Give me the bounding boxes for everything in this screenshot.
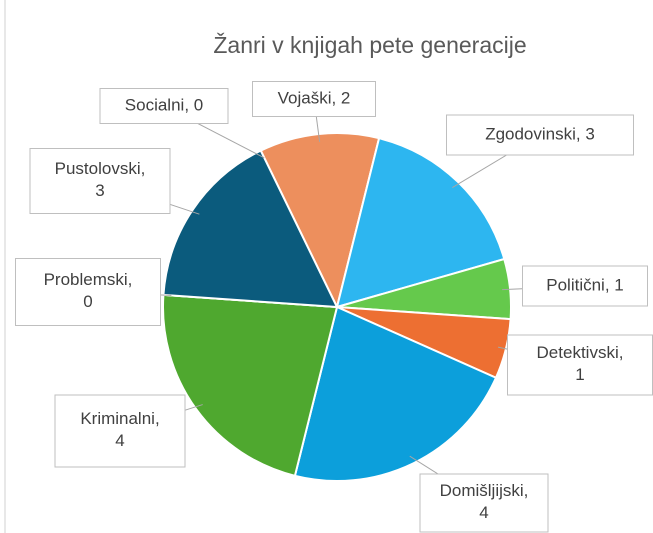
label-box — [54, 394, 186, 468]
label-box — [252, 81, 376, 117]
chart-title: Žanri v knjigah pete generacije — [213, 32, 526, 58]
label-box — [522, 265, 648, 307]
pie-slice — [162, 293, 339, 478]
label-line: Pustolovski, — [55, 159, 146, 178]
pie-slice — [293, 305, 498, 482]
data-label: Politični, 1 — [546, 275, 623, 294]
data-label: Socialni, 0 — [125, 95, 203, 114]
label-box — [419, 473, 549, 533]
data-label: Zgodovinski, 3 — [485, 124, 595, 143]
data-label: Pustolovski, 3 — [55, 159, 146, 200]
label-line: Kriminalni, — [80, 409, 159, 428]
data-label: Kriminalni, 4 — [80, 409, 159, 450]
data-label: Problemski, 0 — [44, 270, 133, 311]
label-box — [446, 114, 634, 156]
pie-slice — [162, 149, 339, 309]
label-line: Problemski, — [44, 270, 133, 289]
label-line: 4 — [115, 431, 124, 450]
label-box — [29, 148, 171, 214]
label-box — [99, 88, 229, 124]
data-label: Detektivski, 1 — [537, 343, 624, 384]
label-line: 0 — [83, 292, 92, 311]
pie-slice — [335, 136, 506, 309]
label-line: 3 — [95, 181, 104, 200]
label-box — [507, 334, 653, 396]
data-label: Vojaški, 2 — [278, 88, 351, 107]
label-line: Detektivski, — [537, 343, 624, 362]
label-line: 4 — [479, 503, 488, 522]
data-label: Domišljijski, 4 — [440, 481, 529, 522]
label-line: Domišljijski, — [440, 481, 529, 500]
label-line: 1 — [575, 365, 584, 384]
label-box — [15, 258, 161, 326]
